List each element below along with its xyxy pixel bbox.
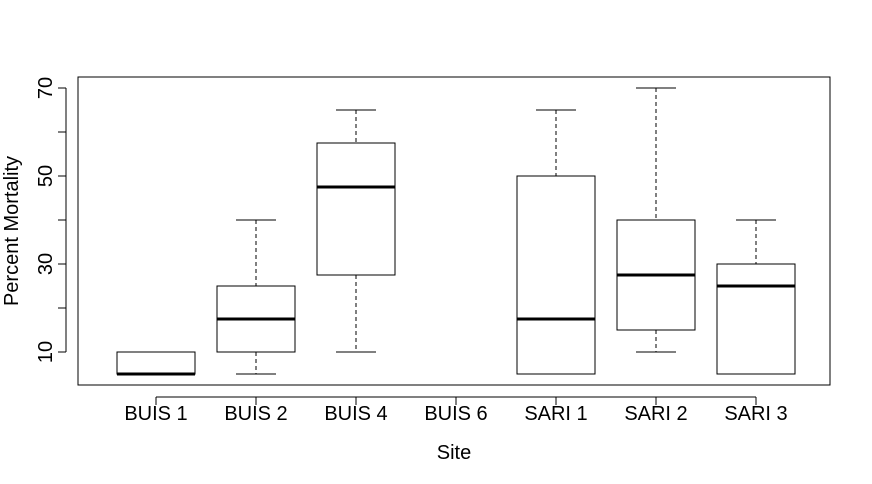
x-tick-label: BUIS 6 <box>424 403 487 425</box>
x-axis-title: Site <box>437 442 471 464</box>
box-buis-2 <box>216 219 296 375</box>
box-iqr <box>516 175 596 375</box>
box-sari-1 <box>516 109 596 375</box>
y-axis-title: Percent Mortality <box>1 156 23 306</box>
x-tick-label: SARI 2 <box>624 403 687 425</box>
plot-frame <box>77 76 831 386</box>
box-iqr <box>116 351 196 375</box>
box-sari-3 <box>716 219 796 375</box>
box-sari-2 <box>616 87 696 353</box>
y-tick-label-50: 50 <box>35 165 57 187</box>
y-axis: 10 30 50 70 <box>35 77 67 363</box>
y-tick-label-10: 10 <box>35 341 57 363</box>
y-tick-label-30: 30 <box>35 253 57 275</box>
x-tick-label: BUIS 4 <box>324 403 387 425</box>
box-iqr <box>716 263 796 375</box>
x-tick-label: BUIS 2 <box>224 403 287 425</box>
x-tick-label: BUIS 1 <box>124 403 187 425</box>
x-tick-label: SARI 3 <box>724 403 787 425</box>
x-tick-label: SARI 1 <box>524 403 587 425</box>
y-tick-label-70: 70 <box>35 77 57 99</box>
box-buis-4 <box>316 109 396 353</box>
x-axis: BUIS 1 BUIS 2 BUIS 4 BUIS 6 SARI 1 SARI 2 SARI… <box>124 396 788 425</box>
boxes-layer <box>116 87 796 376</box>
box-buis-1 <box>116 351 196 376</box>
box-iqr <box>316 142 396 276</box>
